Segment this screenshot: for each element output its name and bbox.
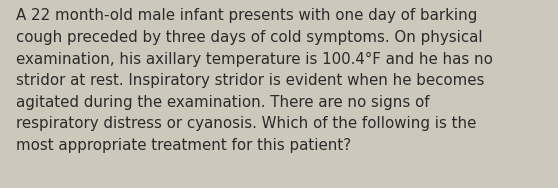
Text: A 22 month-old male infant presents with one day of barking
cough preceded by th: A 22 month-old male infant presents with… [16,8,493,153]
